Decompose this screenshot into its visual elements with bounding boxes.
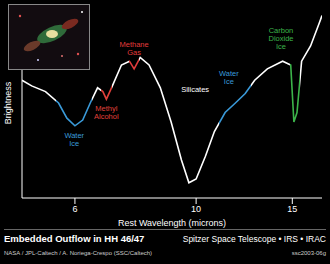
svg-text:15: 15 bbox=[287, 204, 297, 214]
svg-text:Brightness: Brightness bbox=[8, 81, 13, 124]
html-text:ssc2003-06g: ssc2003-06g bbox=[291, 250, 326, 256]
svg-text:MethaneGas: MethaneGas bbox=[119, 40, 148, 57]
svg-text:Silicates: Silicates bbox=[181, 85, 209, 94]
svg-text:6: 6 bbox=[72, 204, 77, 214]
svg-text:CarbonDioxideIce: CarbonDioxideIce bbox=[268, 26, 293, 51]
svg-text:WaterIce: WaterIce bbox=[64, 131, 84, 148]
svg-text:WaterIce: WaterIce bbox=[219, 69, 239, 86]
svg-text:MethylAlcohol: MethylAlcohol bbox=[94, 104, 119, 121]
svg-text:Rest Wavelength (microns): Rest Wavelength (microns) bbox=[118, 218, 226, 228]
svg-text:10: 10 bbox=[191, 204, 201, 214]
html-text:Spitzer Space Telescope • IRS: Spitzer Space Telescope • IRS • IRAC bbox=[182, 234, 326, 244]
html-text:NASA / JPL-Caltech / A. Norieg: NASA / JPL-Caltech / A. Noriega-Crespo (… bbox=[4, 250, 153, 256]
html-text:Embedded Outflow in HH 46/47: Embedded Outflow in HH 46/47 bbox=[4, 233, 145, 244]
